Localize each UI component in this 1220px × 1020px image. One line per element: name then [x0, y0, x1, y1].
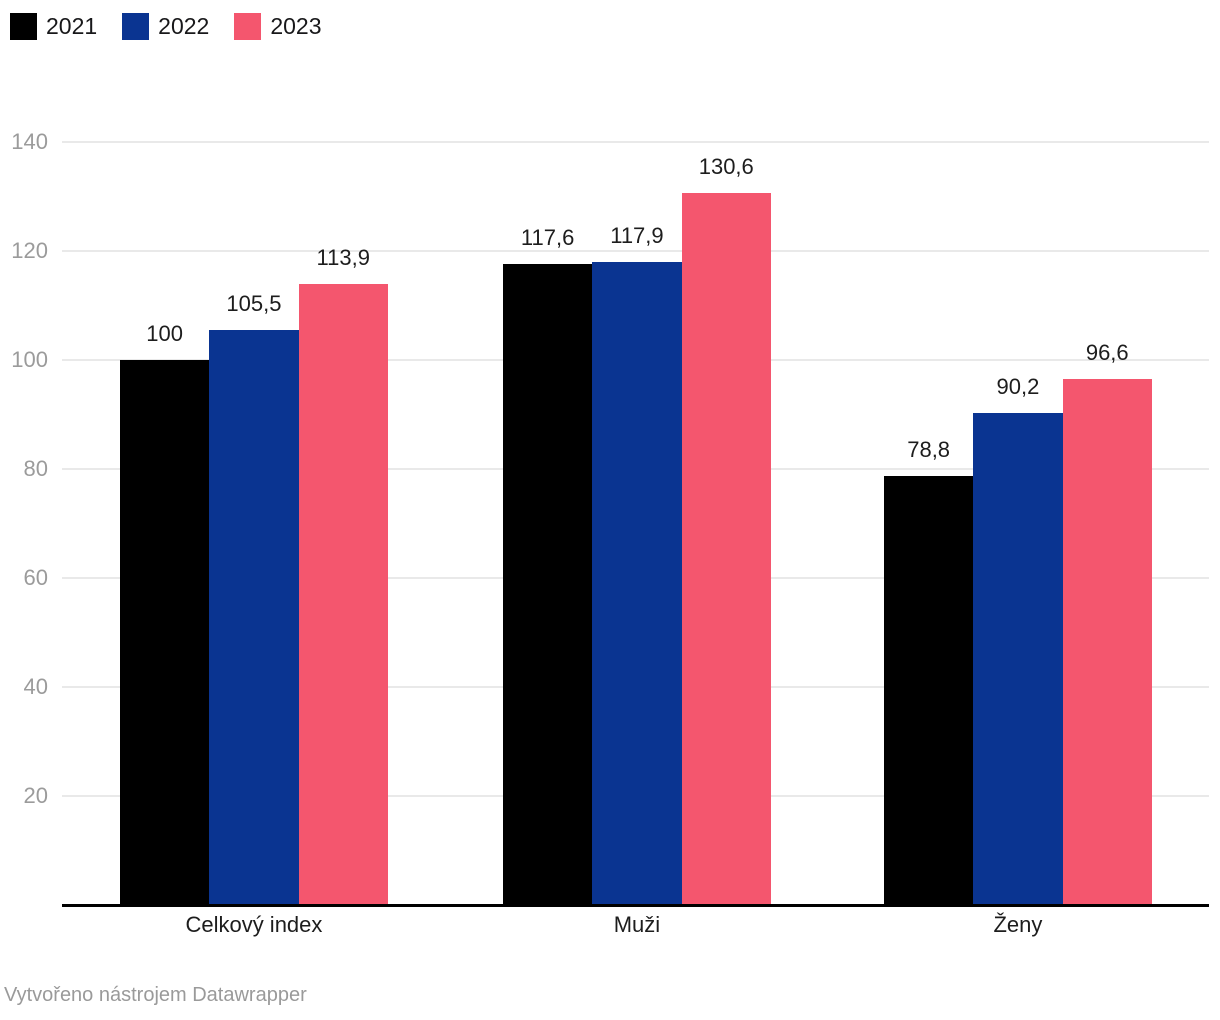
legend-label-2023: 2023 [270, 13, 322, 39]
bar-2023-celkovy-index [298, 284, 388, 905]
bar-value-label-2021-zeny: 78,8 [907, 436, 951, 462]
y-tick-label-20: 20 [23, 783, 48, 808]
bar-value-label-2023-zeny: 96,6 [1085, 339, 1129, 365]
y-tick-label-100: 100 [11, 347, 48, 372]
bar-value-label-2021-celkovy-index: 100 [146, 321, 183, 346]
x-axis-line [62, 904, 1209, 907]
legend-swatch-2021 [10, 13, 37, 40]
gridline-120 [62, 250, 1209, 252]
bar-2021-muzi [503, 264, 593, 905]
bar-value-label-2023-celkovy-index: 113,9 [316, 245, 370, 271]
bar-2021-celkovy-index [120, 360, 210, 905]
bar-2022-zeny [973, 413, 1063, 905]
y-tick-label-120: 120 [11, 238, 48, 263]
bar-value-label-2022-muzi: 117,9 [610, 223, 664, 249]
bar-2023-muzi [681, 193, 771, 905]
legend-swatch-2023 [234, 13, 262, 40]
bar-value-label-2023-muzi: 130,6 [698, 154, 754, 180]
bar-2022-muzi [592, 262, 682, 905]
legend-label-2021: 2021 [46, 13, 98, 39]
datawrapper-attribution-link[interactable]: Vytvořeno nástrojem Datawrapper [4, 984, 307, 1006]
bar-value-label-2021-muzi: 117,6 [520, 225, 575, 251]
x-category-label-zeny: Ženy [993, 912, 1043, 937]
bar-2023-zeny [1062, 378, 1152, 905]
y-tick-label-140: 140 [11, 129, 48, 154]
legend-item-2023: 2023 [234, 13, 322, 40]
legend-label-2022: 2022 [158, 13, 210, 39]
bar-value-label-2022-celkovy-index: 105,5 [226, 291, 282, 317]
x-category-label-celkovy-index: Celkový index [185, 912, 323, 937]
legend-swatch-2022 [122, 13, 150, 40]
y-tick-label-60: 60 [23, 565, 48, 590]
legend-item-2021: 2021 [10, 13, 97, 40]
bar-2022-celkovy-index [209, 330, 299, 905]
chart-legend: 2021 2022 2023 [10, 13, 322, 40]
x-category-label-muzi: Muži [613, 912, 661, 937]
bar-value-label-2022-zeny: 90,2 [996, 374, 1040, 400]
y-tick-label-40: 40 [23, 674, 48, 699]
bar-2021-zeny [884, 475, 974, 905]
legend-item-2022: 2022 [122, 13, 209, 40]
gridline-140 [62, 141, 1209, 143]
y-tick-label-80: 80 [23, 456, 48, 481]
